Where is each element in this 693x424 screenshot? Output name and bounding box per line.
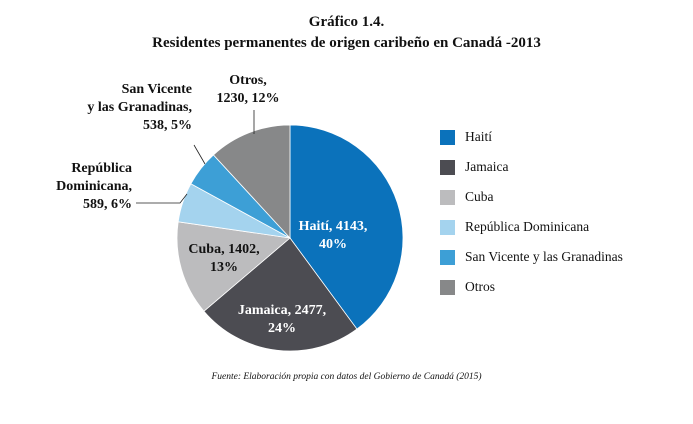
data-label-cuba: Cuba, 1402, 13% [188,242,259,275]
chart-subtitle: Residentes permanentes de origen caribeñ… [152,35,541,51]
legend-item-haiti: Haití [440,126,623,148]
leader-line-san-vicente [193,144,206,165]
legend-swatch [440,219,455,235]
data-label-republica-dominicana: República Dominicana, 589, 6% [56,161,132,212]
data-label-san-vicente: San Vicente y las Granadinas, 538, 5% [87,82,192,133]
legend-item-otros: Otros [440,276,623,298]
leader-line-republica-dominicana [136,193,188,204]
legend-swatch [440,159,455,175]
pie-slice-otros [212,124,291,240]
chart-title: Gráfico 1.4. [308,14,385,30]
pie-slice-cuba [176,221,291,312]
legend-swatch [440,189,455,205]
legend-label: Jamaica [465,159,509,174]
legend-item-cuba: Cuba [440,186,623,208]
legend-item-san-vicente: San Vicente y las Granadinas [440,246,623,268]
pie-slice-jamaica [203,237,358,352]
source-note: Fuente: Elaboración propia con datos del… [211,372,482,382]
legend-label: Otros [465,279,495,294]
data-label-otros: Otros, 1230, 12% [217,73,280,106]
data-label-jamaica: Jamaica, 2477, 24% [238,303,326,336]
legend-label: Cuba [465,189,494,204]
legend-swatch [440,279,455,295]
legend-label: República Dominicana [465,219,590,234]
legend-swatch [440,249,455,265]
legend-swatch [440,129,455,145]
legend-item-jamaica: Jamaica [440,156,623,178]
chart-legend: Haití Jamaica Cuba República Dominicana San … [440,126,623,306]
legend-label: San Vicente y las Granadinas [465,249,623,264]
data-label-haiti: Haití, 4143, 40% [299,219,368,252]
legend-label: Haití [465,129,492,144]
pie-slice-haiti [289,124,404,330]
legend-item-republica-dominicana: República Dominicana [440,216,623,238]
